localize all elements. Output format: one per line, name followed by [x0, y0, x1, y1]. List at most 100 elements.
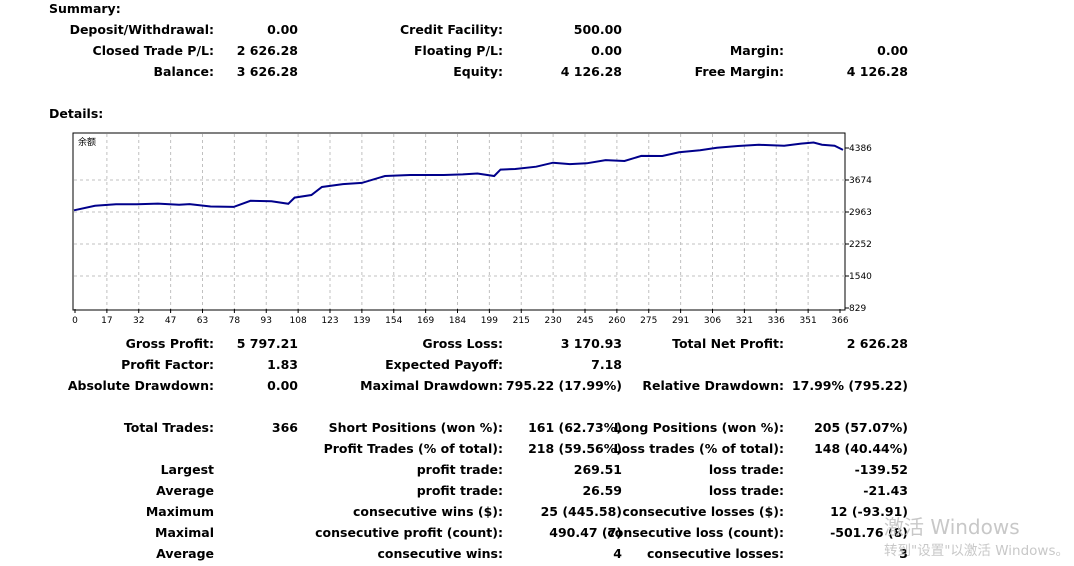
x-tick-label: 78 — [229, 316, 241, 326]
equity-label: Equity: — [453, 64, 503, 79]
free-margin-value: 4 126.28 — [846, 64, 908, 79]
y-tick-label: 4386 — [849, 144, 872, 154]
closed-pl-label: Closed Trade P/L: — [92, 43, 214, 58]
avg-consec-losses-label: consecutive losses: — [646, 546, 784, 561]
y-tick-label: 829 — [849, 304, 866, 314]
x-tick-label: 108 — [290, 316, 307, 326]
x-tick-label: 17 — [101, 316, 112, 326]
x-tick-label: 260 — [608, 316, 625, 326]
profit-factor-value: 1.83 — [267, 357, 298, 372]
details-heading: Details: — [49, 106, 104, 121]
x-axis-ticks: 0 17 32 47 63 78 93 108 123 139 154 169 184 199 215 230… — [72, 309, 849, 326]
activation-watermark-text: 转到"设置"以激活 Windows。 — [884, 543, 1069, 559]
chart-frame — [72, 132, 846, 311]
gross-profit-label: Gross Profit: — [125, 336, 214, 351]
floating-pl-label: Floating P/L: — [414, 43, 503, 58]
y-axis-ticks: 4386 3674 2963 2252 1540 829 — [845, 144, 872, 314]
gross-loss-value: 3 170.93 — [560, 336, 622, 351]
maximal-consec-loss-label: consecutive loss (count): — [607, 525, 784, 540]
max-consec-wins-value: 25 (445.58) — [540, 504, 622, 519]
x-tick-label: 139 — [353, 316, 370, 326]
summary-heading: Summary: — [49, 1, 121, 16]
profit-trades-label: Profit Trades (% of total): — [323, 441, 503, 456]
maximum-label: Maximum — [145, 504, 214, 519]
chart-grid — [74, 134, 845, 309]
balance-label: Balance: — [153, 64, 214, 79]
total-net-profit-label: Total Net Profit: — [672, 336, 784, 351]
x-tick-label: 351 — [800, 316, 817, 326]
maximal-consec-profit-label: consecutive profit (count): — [315, 525, 503, 540]
x-tick-label: 0 — [72, 316, 78, 326]
x-tick-label: 32 — [133, 316, 144, 326]
total-trades-label: Total Trades: — [123, 420, 214, 435]
relative-drawdown-value: 17.99% (795.22) — [791, 378, 908, 393]
x-tick-label: 215 — [513, 316, 530, 326]
average-profit-value: 26.59 — [582, 483, 622, 498]
credit-label: Credit Facility: — [399, 22, 503, 37]
average-loss-value: -21.43 — [863, 483, 908, 498]
profit-factor-label: Profit Factor: — [121, 357, 214, 372]
y-tick-label: 1540 — [849, 272, 872, 282]
y-tick-label: 2963 — [849, 208, 872, 218]
series-legend: 余额 — [78, 136, 96, 148]
short-positions-value: 161 (62.73%) — [528, 420, 622, 435]
x-tick-label: 93 — [261, 316, 272, 326]
absolute-drawdown-value: 0.00 — [267, 378, 298, 393]
margin-label: Margin: — [729, 43, 784, 58]
largest-profit-label: profit trade: — [416, 462, 503, 477]
average-profit-label: profit trade: — [416, 483, 503, 498]
x-tick-label: 306 — [704, 316, 721, 326]
maximal-consec-loss-value: -501.76 (8) — [830, 525, 908, 540]
activation-watermark-title: 激活 Windows — [884, 515, 1020, 539]
x-tick-label: 275 — [640, 316, 657, 326]
credit-value: 500.00 — [573, 22, 622, 37]
free-margin-label: Free Margin: — [694, 64, 784, 79]
equity-value: 4 126.28 — [560, 64, 622, 79]
balance-series-line — [73, 141, 844, 212]
gross-profit-value: 5 797.21 — [236, 336, 298, 351]
x-tick-label: 123 — [321, 316, 338, 326]
y-tick-label: 3674 — [849, 176, 872, 186]
maximal-drawdown-label: Maximal Drawdown: — [360, 378, 503, 393]
average2-label: Average — [156, 546, 214, 561]
avg-consec-wins-value: 4 — [613, 546, 622, 561]
expected-payoff-value: 7.18 — [591, 357, 622, 372]
largest-profit-value: 269.51 — [573, 462, 622, 477]
loss-trades-value: 148 (40.44%) — [814, 441, 908, 456]
y-tick-label: 2252 — [849, 240, 872, 250]
long-positions-value: 205 (57.07%) — [814, 420, 908, 435]
deposit-value: 0.00 — [267, 22, 298, 37]
total-net-profit-value: 2 626.28 — [846, 336, 908, 351]
balance-value: 3 626.28 — [236, 64, 298, 79]
closed-pl-value: 2 626.28 — [236, 43, 298, 58]
x-tick-label: 154 — [385, 316, 402, 326]
x-tick-label: 184 — [449, 316, 466, 326]
x-tick-label: 321 — [736, 316, 753, 326]
maximal-consec-profit-value: 490.47 (7) — [549, 525, 622, 540]
margin-value: 0.00 — [877, 43, 908, 58]
long-positions-label: Long Positions (won %): — [613, 420, 784, 435]
x-tick-label: 366 — [831, 316, 848, 326]
relative-drawdown-label: Relative Drawdown: — [642, 378, 784, 393]
gross-loss-label: Gross Loss: — [422, 336, 503, 351]
max-consec-losses-value: 12 (-93.91) — [830, 504, 908, 519]
maximal-drawdown-value: 795.22 (17.99%) — [505, 378, 622, 393]
largest-loss-label: loss trade: — [708, 462, 784, 477]
x-tick-label: 169 — [417, 316, 434, 326]
deposit-label: Deposit/Withdrawal: — [69, 22, 214, 37]
absolute-drawdown-label: Absolute Drawdown: — [67, 378, 214, 393]
expected-payoff-label: Expected Payoff: — [385, 357, 503, 372]
max-consec-losses-label: consecutive losses ($): — [622, 504, 784, 519]
avg-consec-wins-label: consecutive wins: — [377, 546, 503, 561]
avg-consec-losses-value: 3 — [899, 546, 908, 561]
largest-loss-value: -139.52 — [854, 462, 908, 477]
x-tick-label: 291 — [672, 316, 689, 326]
x-tick-label: 245 — [576, 316, 593, 326]
x-tick-label: 199 — [481, 316, 498, 326]
profit-trades-value: 218 (59.56%) — [528, 441, 622, 456]
maximal-label: Maximal — [155, 525, 214, 540]
loss-trades-label: Loss trades (% of total): — [613, 441, 784, 456]
total-trades-value: 366 — [271, 420, 298, 435]
largest-label: Largest — [160, 462, 214, 477]
x-tick-label: 230 — [545, 316, 562, 326]
